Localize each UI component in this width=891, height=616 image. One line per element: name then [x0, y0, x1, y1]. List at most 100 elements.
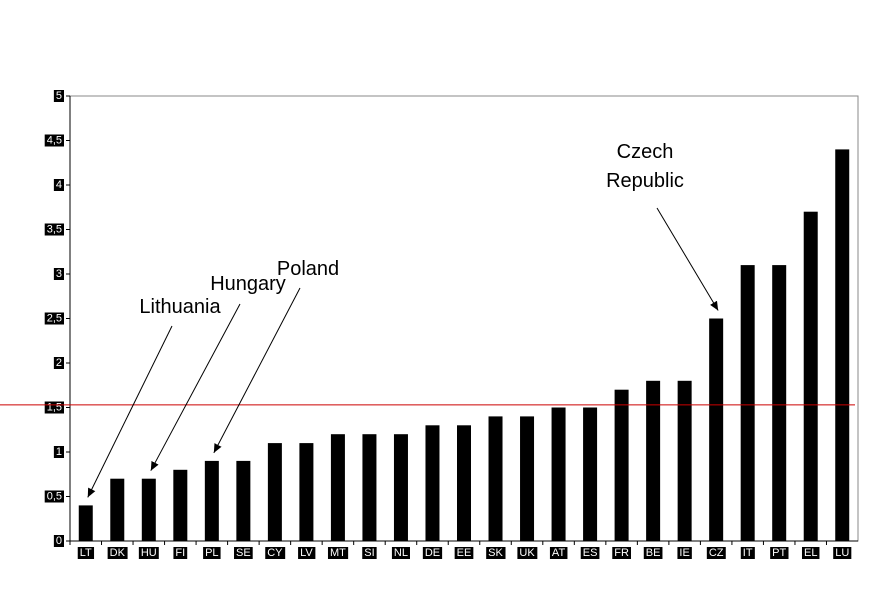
bar-uk	[520, 416, 535, 541]
x-tick-label-bg	[549, 547, 568, 559]
x-tick-label-bg	[422, 547, 443, 559]
y-tick-label: 0	[53, 535, 64, 547]
x-tick-label-bg	[107, 547, 128, 559]
y-tick-label-bg	[53, 357, 64, 369]
annotation-text: Czech	[617, 141, 674, 163]
bar-it	[740, 265, 755, 541]
bar-be	[646, 380, 661, 541]
x-tick-label: LU	[833, 547, 852, 559]
x-tick-label-text: IT	[743, 547, 753, 559]
x-tick-label: DE	[422, 547, 443, 559]
bar-pt	[772, 265, 787, 541]
x-tick-label: DK	[107, 547, 128, 559]
x-tick-label-bg	[327, 547, 349, 559]
annotation-pl: Poland	[213, 258, 339, 454]
x-tick-label: SK	[486, 547, 506, 559]
x-tick-label-bg	[454, 547, 474, 559]
y-tick-label-text: 1	[56, 446, 62, 458]
bar-mt	[330, 434, 345, 541]
x-tick-label-bg	[298, 547, 316, 559]
x-tick-label: AT	[549, 547, 568, 559]
annotation-hu: Hungary	[150, 273, 286, 471]
annotation-arrow	[656, 207, 719, 311]
annotation-lt: Lithuania	[87, 296, 221, 498]
x-tick-label-bg	[391, 547, 410, 559]
x-tick-label-text: MT	[330, 547, 346, 559]
y-tick-label: 1	[53, 446, 64, 458]
bars	[78, 149, 850, 541]
x-tick-label-text: FI	[175, 547, 185, 559]
x-tick-label-bg	[612, 547, 631, 559]
x-tick-label-bg	[643, 547, 663, 559]
y-tick-label-text: 2	[56, 357, 62, 369]
x-tick-label-bg	[362, 547, 377, 559]
x-tick-label: PT	[770, 547, 789, 559]
annotation-text: Lithuania	[139, 296, 221, 318]
y-tick-label-bg	[53, 90, 64, 102]
x-tick-label-text: AT	[552, 547, 566, 559]
annotation-cz: Czech Republic	[606, 141, 719, 311]
bar-fi	[173, 469, 188, 541]
bar-cz	[709, 318, 724, 541]
y-tick-label-bg	[44, 490, 64, 503]
x-tick-label-text: HU	[141, 547, 157, 559]
x-tick-label-bg	[265, 547, 286, 559]
bar-fr	[614, 389, 629, 541]
y-tick-label-text: 4,5	[47, 135, 62, 147]
x-tick-label-bg	[801, 547, 820, 559]
y-tick-label-bg	[53, 268, 64, 280]
x-tick-label: CZ	[706, 547, 726, 559]
x-tick-label-text: LV	[300, 547, 313, 559]
bar-de	[425, 425, 440, 541]
y-tick-label-bg	[44, 223, 64, 236]
x-tick-label-text: CY	[267, 547, 283, 559]
x-tick-label-text: PL	[205, 547, 218, 559]
y-ticks: 0 0,5 1 1,5 2 2,5 3 3,5 4 4,5 5	[44, 90, 70, 547]
bar-lv	[299, 443, 314, 541]
x-tick-label-bg	[580, 547, 600, 559]
x-tick-label-text: IE	[679, 547, 689, 559]
x-tick-label: FI	[173, 547, 188, 559]
y-tick-label-bg	[44, 312, 64, 325]
x-tick-label-bg	[677, 547, 692, 559]
bar-lt	[78, 505, 93, 541]
x-tick-label-text: LU	[835, 547, 849, 559]
annotation-text: Poland	[277, 258, 339, 280]
annotation-arrow	[150, 303, 241, 471]
bar-ee	[457, 425, 471, 541]
x-tick-label-bg	[203, 547, 221, 559]
x-tick-label-text: SI	[364, 547, 374, 559]
x-tick-label-bg	[138, 547, 159, 559]
x-tick-label-text: ES	[583, 547, 598, 559]
y-tick-label-bg	[53, 535, 64, 547]
y-tick-label-text: 0	[56, 535, 62, 547]
x-tick-label-bg	[833, 547, 852, 559]
x-ticks: LT DK HU FI PL SE CY LV MT SI NL DE EE SK UK AT ES FR BE IE…	[69, 541, 852, 559]
x-tick-label: HU	[138, 547, 159, 559]
x-tick-label-text: DK	[110, 547, 126, 559]
bar-pl	[204, 460, 219, 541]
x-tick-label: NL	[391, 547, 410, 559]
y-tick-label-bg	[44, 134, 64, 147]
x-tick-label: IT	[740, 547, 755, 559]
x-tick-label-text: CZ	[709, 547, 724, 559]
x-tick-label: LT	[77, 547, 95, 559]
y-tick-label: 3	[53, 268, 64, 280]
x-tick-label: BE	[643, 547, 663, 559]
x-tick-label-text: LT	[80, 547, 92, 559]
bar-hu	[141, 478, 156, 541]
y-tick-label-text: 3	[56, 268, 62, 280]
x-tick-label-bg	[77, 547, 95, 559]
x-tick-label: LV	[298, 547, 316, 559]
x-tick-label-text: EE	[457, 547, 472, 559]
annotation-arrow	[87, 325, 173, 498]
bar-es	[583, 407, 598, 541]
x-tick-label: ES	[580, 547, 600, 559]
bar-lu	[835, 149, 850, 541]
x-tick-label-text: UK	[519, 547, 535, 559]
x-tick-label: PL	[203, 547, 221, 559]
x-tick-label-text: NL	[394, 547, 408, 559]
y-tick-label: 4	[53, 179, 64, 191]
bar-dk	[110, 478, 125, 541]
